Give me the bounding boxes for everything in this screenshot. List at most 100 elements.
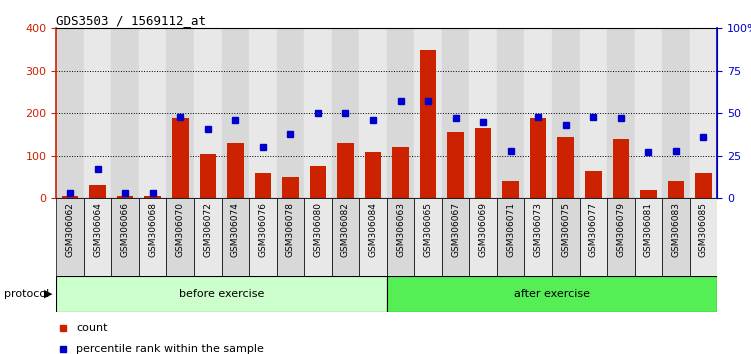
Bar: [607, 198, 635, 276]
Bar: [84, 28, 111, 198]
Text: GSM306073: GSM306073: [534, 202, 543, 257]
Bar: [502, 181, 519, 198]
Text: GSM306068: GSM306068: [148, 202, 157, 257]
Bar: [249, 198, 276, 276]
Text: GSM306067: GSM306067: [451, 202, 460, 257]
Bar: [276, 198, 304, 276]
Bar: [640, 190, 656, 198]
Bar: [111, 28, 139, 198]
Text: GSM306065: GSM306065: [424, 202, 433, 257]
Text: GSM306079: GSM306079: [617, 202, 626, 257]
Bar: [662, 198, 689, 276]
Text: GSM306081: GSM306081: [644, 202, 653, 257]
Text: GSM306078: GSM306078: [286, 202, 295, 257]
Bar: [337, 143, 354, 198]
Bar: [309, 166, 326, 198]
Bar: [668, 181, 684, 198]
Text: GSM306066: GSM306066: [121, 202, 130, 257]
Bar: [249, 28, 276, 198]
Bar: [387, 276, 717, 312]
Bar: [442, 28, 469, 198]
Bar: [282, 177, 299, 198]
Bar: [552, 28, 580, 198]
Bar: [139, 28, 167, 198]
Bar: [524, 28, 552, 198]
Bar: [144, 196, 161, 198]
Bar: [194, 28, 222, 198]
Bar: [200, 154, 216, 198]
Bar: [56, 276, 387, 312]
Text: GSM306074: GSM306074: [231, 202, 240, 257]
Bar: [62, 196, 78, 198]
Bar: [56, 198, 84, 276]
Bar: [607, 28, 635, 198]
Bar: [442, 198, 469, 276]
Text: GSM306082: GSM306082: [341, 202, 350, 257]
Bar: [689, 28, 717, 198]
Text: GSM306084: GSM306084: [369, 202, 378, 257]
Bar: [689, 198, 717, 276]
Bar: [255, 173, 271, 198]
Text: GSM306076: GSM306076: [258, 202, 267, 257]
Text: GSM306070: GSM306070: [176, 202, 185, 257]
Bar: [359, 28, 387, 198]
Bar: [475, 128, 491, 198]
Bar: [222, 28, 249, 198]
Text: GSM306083: GSM306083: [671, 202, 680, 257]
Bar: [167, 28, 194, 198]
Bar: [276, 28, 304, 198]
Bar: [585, 171, 602, 198]
Bar: [695, 173, 712, 198]
Text: GSM306085: GSM306085: [699, 202, 708, 257]
Bar: [613, 139, 629, 198]
Text: after exercise: after exercise: [514, 289, 590, 299]
Text: count: count: [76, 323, 107, 333]
Text: GSM306077: GSM306077: [589, 202, 598, 257]
Bar: [552, 198, 580, 276]
Bar: [580, 198, 607, 276]
Bar: [387, 198, 415, 276]
Text: GSM306075: GSM306075: [561, 202, 570, 257]
Text: ▶: ▶: [44, 289, 52, 299]
Text: GSM306069: GSM306069: [478, 202, 487, 257]
Text: GSM306080: GSM306080: [313, 202, 322, 257]
Bar: [111, 198, 139, 276]
Bar: [194, 198, 222, 276]
Text: GSM306062: GSM306062: [65, 202, 74, 257]
Bar: [662, 28, 689, 198]
Bar: [524, 198, 552, 276]
Bar: [469, 28, 497, 198]
Text: GSM306064: GSM306064: [93, 202, 102, 257]
Bar: [332, 28, 359, 198]
Bar: [580, 28, 607, 198]
Bar: [172, 118, 189, 198]
Bar: [359, 198, 387, 276]
Bar: [557, 137, 574, 198]
Text: GSM306063: GSM306063: [396, 202, 405, 257]
Bar: [365, 152, 382, 198]
Text: GSM306071: GSM306071: [506, 202, 515, 257]
Bar: [497, 198, 524, 276]
Bar: [392, 147, 409, 198]
Bar: [167, 198, 194, 276]
Bar: [448, 132, 464, 198]
Bar: [635, 198, 662, 276]
Text: GSM306072: GSM306072: [204, 202, 213, 257]
Bar: [497, 28, 524, 198]
Bar: [304, 28, 332, 198]
Bar: [89, 185, 106, 198]
Bar: [415, 198, 442, 276]
Bar: [84, 198, 111, 276]
Bar: [56, 28, 84, 198]
Bar: [222, 198, 249, 276]
Bar: [530, 118, 547, 198]
Bar: [387, 28, 415, 198]
Bar: [332, 198, 359, 276]
Text: percentile rank within the sample: percentile rank within the sample: [76, 344, 264, 354]
Bar: [635, 28, 662, 198]
Bar: [117, 196, 134, 198]
Text: protocol: protocol: [4, 289, 49, 299]
Text: before exercise: before exercise: [179, 289, 264, 299]
Bar: [469, 198, 497, 276]
Bar: [420, 50, 436, 198]
